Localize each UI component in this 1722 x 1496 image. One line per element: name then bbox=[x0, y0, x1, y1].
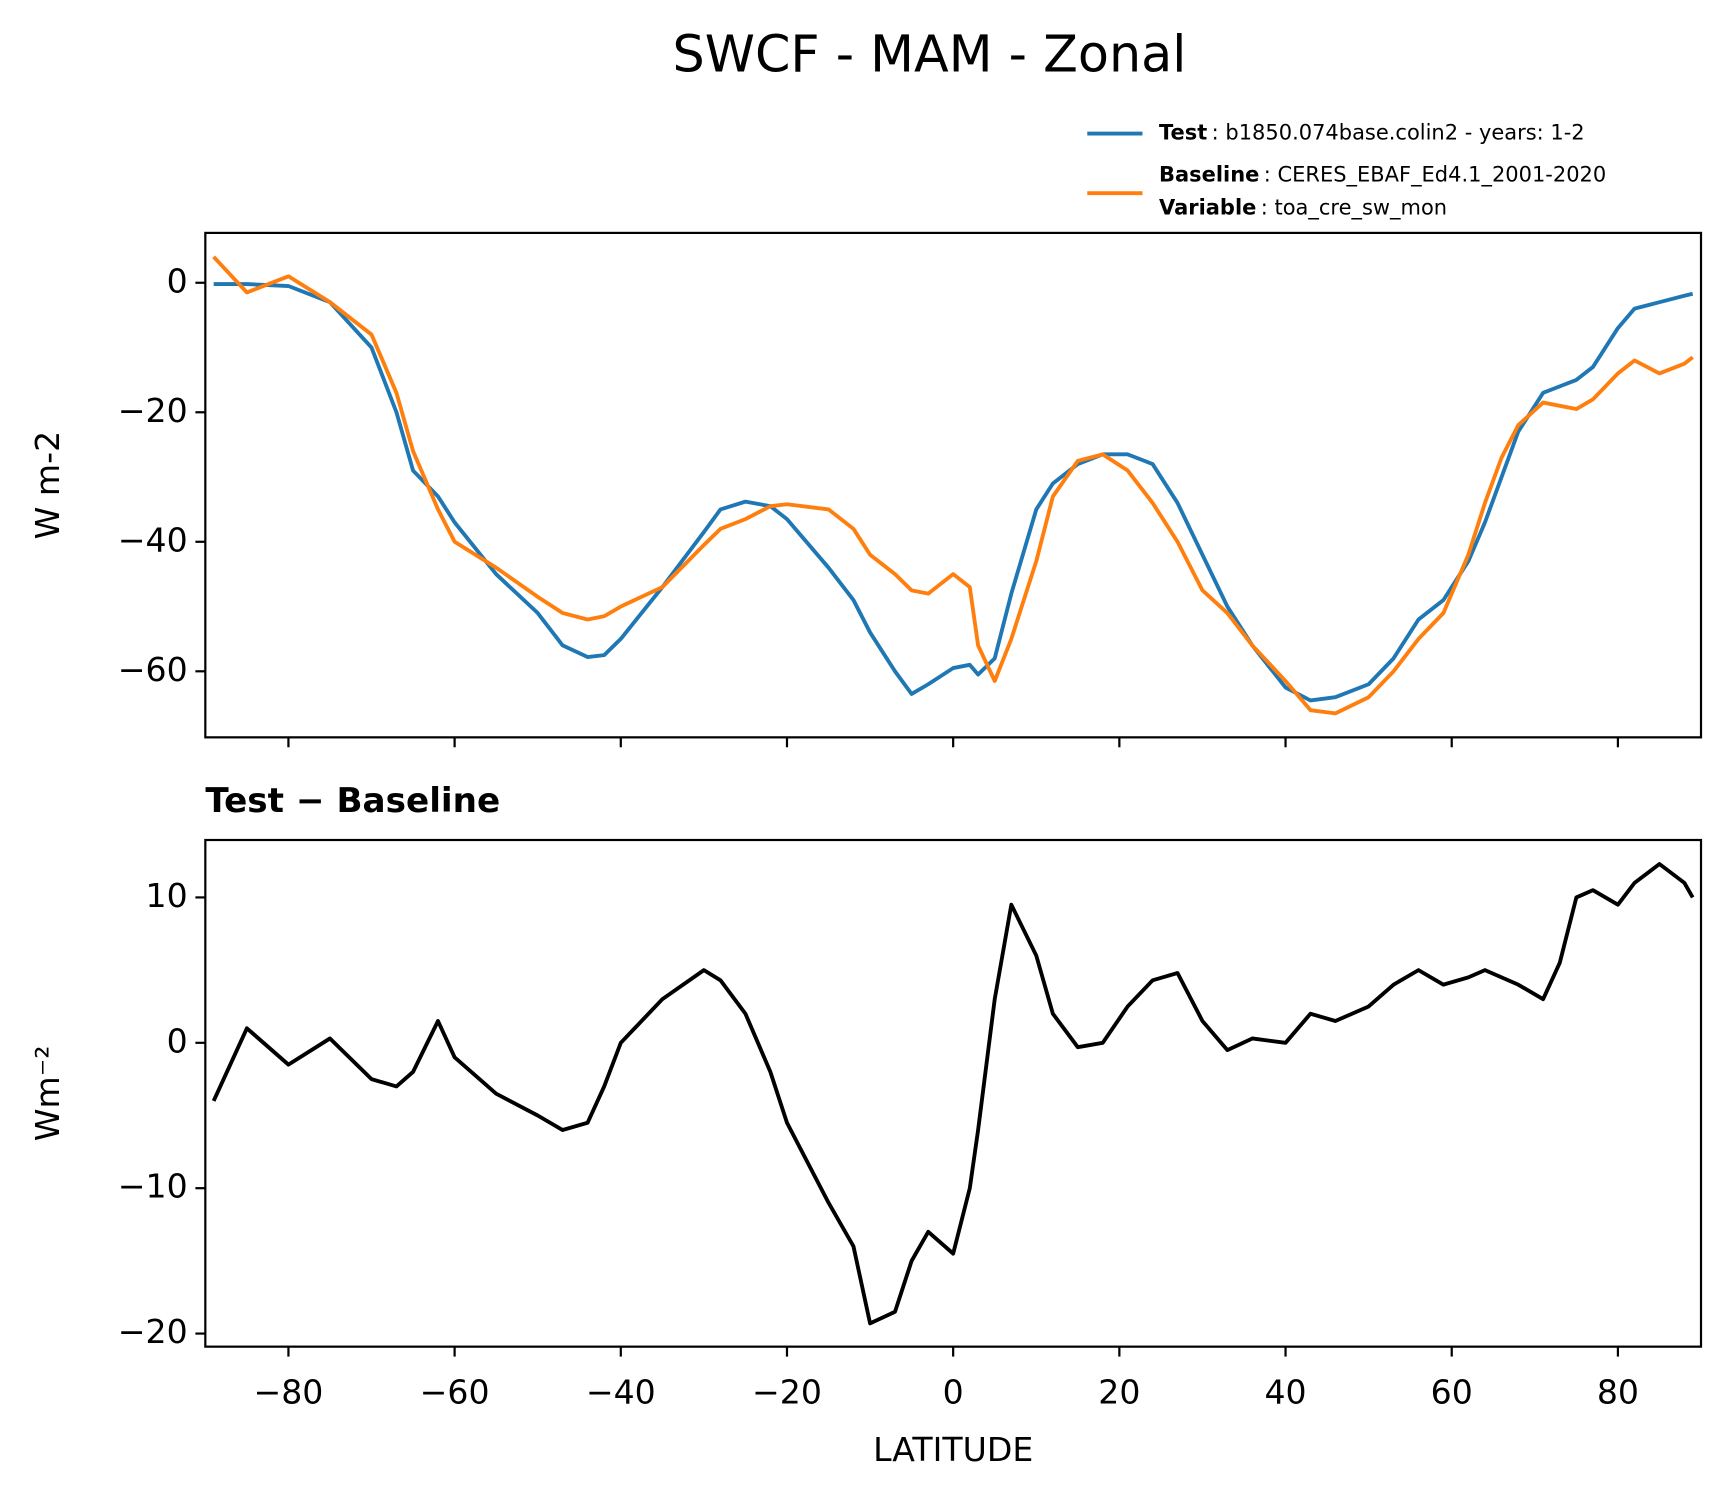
x-tick-label: −20 bbox=[752, 1373, 822, 1412]
legend-variable-name: Variable bbox=[1159, 196, 1256, 220]
x-tick-label: 0 bbox=[943, 1373, 964, 1412]
x-tick-label: 40 bbox=[1264, 1373, 1306, 1412]
y-tick-label: 0 bbox=[167, 261, 188, 300]
y-tick-label: −10 bbox=[118, 1167, 188, 1206]
y-tick-label: −40 bbox=[118, 520, 188, 559]
legend-name: Test bbox=[1159, 121, 1207, 145]
x-tick-label: −80 bbox=[253, 1373, 323, 1412]
y-tick-label: −20 bbox=[118, 1312, 188, 1351]
legend-variable-description: : toa_cre_sw_mon bbox=[1261, 196, 1447, 221]
legend-variable: Variable: toa_cre_sw_mon bbox=[1159, 196, 1447, 221]
x-tick-label: −40 bbox=[586, 1373, 656, 1412]
x-tick-label: −60 bbox=[420, 1373, 490, 1412]
y-tick-label: 10 bbox=[146, 876, 188, 915]
legend-entry: Test: b1850.074base.colin2 - years: 1-2 bbox=[1159, 121, 1585, 145]
legend-description: : CERES_EBAF_Ed4.1_2001-2020 bbox=[1264, 163, 1606, 188]
x-axis-label: LATITUDE bbox=[873, 1430, 1033, 1469]
x-tick-label: 60 bbox=[1431, 1373, 1473, 1412]
data-line bbox=[212, 255, 1694, 716]
y-axis-label: W m-2 bbox=[28, 431, 67, 540]
data-line bbox=[213, 282, 1694, 703]
legend-entry: Baseline: CERES_EBAF_Ed4.1_2001-2020 bbox=[1159, 163, 1606, 188]
figure-title: SWCF - MAM - Zonal bbox=[673, 24, 1187, 83]
y-axis-label: Wm⁻² bbox=[28, 1045, 67, 1141]
y-tick-label: 0 bbox=[167, 1021, 188, 1060]
y-tick-label: −60 bbox=[118, 650, 188, 689]
legend-name: Baseline bbox=[1159, 163, 1259, 187]
subplot-title: Test − Baseline bbox=[205, 781, 500, 821]
x-tick-label: 20 bbox=[1098, 1373, 1140, 1412]
y-tick-label: −20 bbox=[118, 391, 188, 430]
x-tick-label: 80 bbox=[1597, 1373, 1639, 1412]
legend-description: : b1850.074base.colin2 - years: 1-2 bbox=[1212, 121, 1585, 145]
data-line bbox=[211, 862, 1695, 1326]
